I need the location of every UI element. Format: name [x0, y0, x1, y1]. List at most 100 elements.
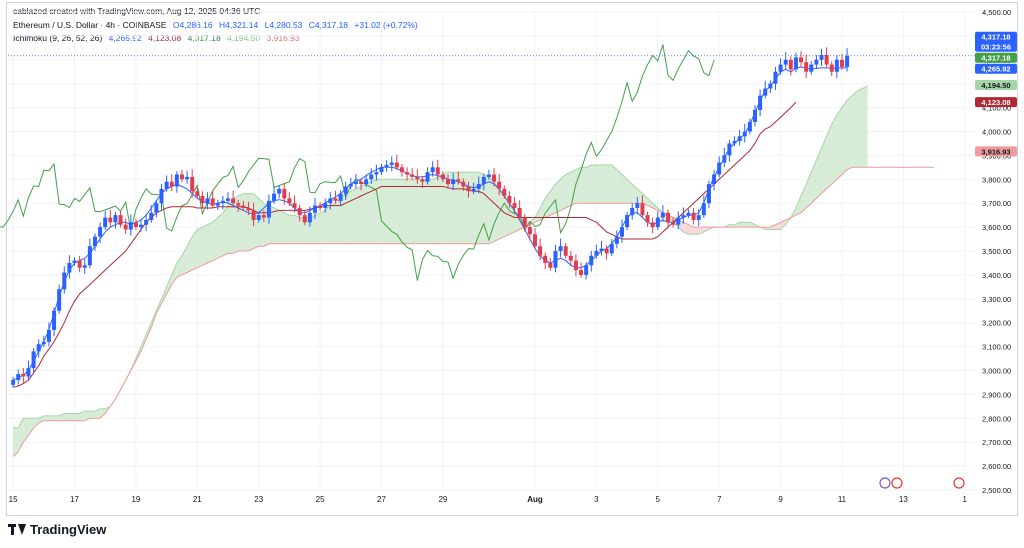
- candle-body: [640, 203, 645, 216]
- y-tick-label: 3,500.00: [982, 247, 1011, 256]
- price-badge-label: 4,194.50: [981, 81, 1010, 90]
- candle-body: [26, 368, 31, 377]
- ichimoku-cloud-segment: [744, 222, 750, 228]
- candle-body: [133, 222, 138, 228]
- ichimoku-cloud-segment: [857, 88, 863, 168]
- candle-body: [139, 224, 144, 228]
- ichimoku-cloud-segment: [69, 413, 75, 421]
- candle-body: [834, 59, 839, 72]
- x-tick-label: 25: [316, 495, 325, 504]
- ichimoku-cloud-segment: [361, 184, 367, 244]
- candle-body: [783, 59, 788, 65]
- ichimoku-cloud-segment: [325, 205, 331, 244]
- ichimoku-cloud-segment: [222, 205, 228, 256]
- ichimoku-cloud-segment: [335, 198, 341, 244]
- ichimoku-cloud-segment: [166, 274, 172, 294]
- x-tick-label: 1: [963, 495, 968, 504]
- candle-body: [369, 174, 374, 180]
- candle-body: [384, 164, 389, 168]
- ichimoku-cloud-segment: [540, 198, 546, 220]
- candle-body: [635, 203, 640, 208]
- ichimoku-cloud-segment: [780, 219, 786, 230]
- candle-body: [599, 248, 604, 251]
- conversion-line-value: 4,265.92: [108, 33, 142, 43]
- y-tick-label: 4,000.00: [982, 128, 1011, 137]
- candle-body: [374, 172, 379, 175]
- ichimoku-cloud-segment: [468, 172, 474, 244]
- indicator-legend[interactable]: Ichimoku (9, 26, 52, 26) 4,265.92 4,123.…: [13, 33, 304, 43]
- ichimoku-cloud-segment: [345, 191, 351, 244]
- ichimoku-cloud-segment: [253, 193, 259, 249]
- candle-body: [676, 217, 681, 225]
- ichimoku-cloud-segment: [601, 165, 607, 204]
- ichimoku-cloud-segment: [488, 176, 495, 244]
- candle-body: [446, 179, 451, 185]
- candle-body: [758, 95, 763, 110]
- candle-body: [492, 174, 497, 182]
- candle-body: [752, 109, 757, 122]
- candle-body: [144, 219, 149, 225]
- ichimoku-cloud-segment: [59, 413, 65, 421]
- candle-body: [558, 246, 563, 251]
- candle-body: [364, 179, 369, 185]
- price-badge-label: 4,265.92: [981, 65, 1010, 74]
- candle-body: [389, 162, 394, 165]
- candle-body: [456, 179, 461, 182]
- candle-body: [52, 310, 57, 330]
- ichimoku-cloud-segment: [806, 172, 812, 208]
- candle-body: [118, 215, 123, 225]
- candle-body: [379, 167, 384, 173]
- candle-body: [701, 203, 706, 216]
- candle-body: [190, 176, 195, 192]
- candle-body: [226, 198, 231, 201]
- ichimoku-cloud-segment: [386, 179, 392, 244]
- candle-body: [824, 55, 829, 65]
- y-tick-label: 3,300.00: [982, 295, 1011, 304]
- price-badge: [975, 31, 1017, 52]
- candle-body: [614, 236, 619, 244]
- candle-body: [82, 265, 87, 268]
- y-tick-label: 2,900.00: [982, 390, 1011, 399]
- tradingview-logo-icon: [8, 524, 26, 535]
- ichimoku-cloud-segment: [381, 179, 387, 244]
- candle-body: [31, 351, 36, 369]
- tradingview-logo: TradingView: [8, 522, 106, 537]
- ichimoku-cloud-segment: [366, 181, 372, 244]
- ichimoku-cloud-segment: [171, 263, 177, 285]
- candle-body: [686, 212, 691, 216]
- candle-body: [21, 374, 26, 377]
- chart-frame: [6, 2, 1018, 516]
- y-tick-label: 2,500.00: [982, 486, 1011, 495]
- ichimoku-cloud-segment: [596, 165, 602, 204]
- symbol-legend: Ethereum / U.S. Dollar · 4h · COINBASE O…: [13, 20, 422, 30]
- ichimoku-cloud-segment: [591, 165, 597, 204]
- y-tick-label: 3,600.00: [982, 223, 1011, 232]
- candle-body: [98, 227, 103, 237]
- ichimoku-cloud-segment: [79, 411, 85, 421]
- ichimoku-cloud-segment: [182, 246, 188, 275]
- candle-body: [507, 196, 512, 204]
- y-tick-label: 4,100.00: [982, 104, 1011, 113]
- candle-body: [681, 215, 686, 218]
- x-tick-label: Aug: [527, 495, 543, 504]
- ichimoku-cloud-segment: [847, 95, 853, 170]
- ichimoku-cloud-segment: [703, 227, 709, 232]
- candle-body: [348, 184, 353, 187]
- candle-body: [328, 198, 333, 204]
- indicator-name: Ichimoku (9, 26, 52, 26): [13, 33, 103, 43]
- ichimoku-cloud-segment: [187, 236, 193, 273]
- candlestick-chart[interactable]: 2,500.00 2,600.00 2,700.00 2,800.00 2,900.00…: [0, 0, 1024, 520]
- candle-body: [630, 207, 635, 216]
- ichimoku-cloud-segment: [499, 188, 505, 239]
- ichimoku-cloud-segment: [504, 196, 510, 237]
- candle-body: [246, 207, 251, 211]
- candle-body: [195, 191, 200, 197]
- candle-body: [425, 172, 430, 182]
- candle-body: [103, 217, 108, 228]
- ichimoku-cloud-segment: [100, 408, 106, 419]
- ichimoku-cloud-segment: [632, 184, 638, 204]
- ichimoku-cloud-segment: [811, 160, 817, 204]
- leading-span-b-line: [12, 166, 935, 457]
- y-tick-label: 3,400.00: [982, 271, 1011, 280]
- candle-body: [768, 83, 773, 89]
